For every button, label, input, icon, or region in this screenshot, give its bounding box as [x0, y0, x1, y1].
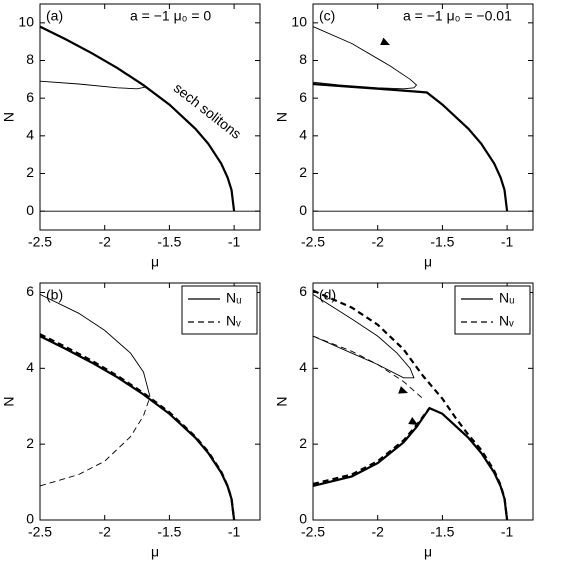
x-tick-label: -2.5 — [28, 234, 52, 250]
legend-label: Nᵤ — [226, 290, 241, 306]
x-tick-label: -2.5 — [301, 234, 325, 250]
x-tick-label: -1 — [501, 524, 514, 540]
y-tick-label: 0 — [26, 202, 34, 218]
y-axis-label: N — [1, 396, 17, 406]
y-tick-label: 10 — [18, 14, 34, 30]
x-axis-label: μ — [151, 544, 159, 560]
x-tick-label: -2 — [371, 524, 384, 540]
axes-box — [39, 282, 261, 521]
x-tick-label: -1.5 — [157, 524, 181, 540]
curve — [39, 335, 236, 521]
y-tick-label: 8 — [299, 51, 307, 67]
curve — [312, 294, 415, 379]
y-axis-label: N — [1, 112, 17, 122]
y-tick-label: 4 — [299, 359, 307, 375]
x-axis-label: μ — [424, 254, 432, 270]
axes-box — [39, 3, 261, 231]
x-tick-label: -2.5 — [301, 524, 325, 540]
panel-title: a = −1 μ₀ = 0 — [130, 8, 211, 24]
y-axis-label: N — [274, 396, 290, 406]
panel-label: (c) — [319, 8, 335, 24]
y-tick-label: 4 — [26, 359, 34, 375]
legend-box — [181, 285, 258, 335]
panel-label: (b) — [46, 287, 63, 303]
x-axis-label: μ — [424, 544, 432, 560]
curve-annotation: sech solitons — [171, 80, 245, 142]
y-tick-label: 2 — [26, 164, 34, 180]
curve — [39, 396, 151, 487]
legend-label: Nᵥ — [226, 313, 241, 329]
x-tick-label: -2 — [98, 524, 111, 540]
curve — [312, 335, 424, 400]
arrow-head — [380, 37, 390, 45]
x-tick-label: -1.5 — [430, 524, 454, 540]
x-tick-label: -1.5 — [157, 234, 181, 250]
curve — [312, 82, 509, 212]
arrow-head — [408, 417, 418, 425]
legend-box — [454, 285, 531, 335]
curve — [39, 333, 236, 521]
y-tick-label: 0 — [26, 511, 34, 527]
y-tick-label: 6 — [26, 89, 34, 105]
y-tick-label: 2 — [299, 435, 307, 451]
x-axis-label: μ — [151, 254, 159, 270]
panel-label: (a) — [46, 8, 63, 24]
panel-title: a = −1 μ₀ = −0.01 — [403, 8, 512, 24]
x-tick-label: -2.5 — [28, 524, 52, 540]
curve — [39, 80, 147, 90]
panel-label: (d) — [319, 287, 336, 303]
curve — [312, 26, 418, 90]
y-tick-label: 2 — [26, 435, 34, 451]
y-axis-label: N — [274, 112, 290, 122]
y-tick-label: 4 — [299, 127, 307, 143]
arrow-head — [398, 386, 408, 394]
curve — [312, 289, 509, 521]
y-tick-label: 8 — [26, 51, 34, 67]
curve — [39, 293, 151, 397]
curve — [39, 25, 236, 212]
x-tick-label: -1.5 — [430, 234, 454, 250]
x-tick-label: -2 — [98, 234, 111, 250]
y-tick-label: 6 — [299, 89, 307, 105]
legend-label: Nᵤ — [499, 290, 514, 306]
y-tick-label: 10 — [291, 14, 307, 30]
y-tick-label: 0 — [299, 511, 307, 527]
curve — [312, 407, 431, 486]
x-tick-label: -1 — [228, 524, 241, 540]
legend-label: Nᵥ — [499, 313, 514, 329]
x-tick-label: -2 — [371, 234, 384, 250]
y-tick-label: 2 — [299, 164, 307, 180]
x-tick-label: -1 — [228, 234, 241, 250]
y-tick-label: 6 — [26, 283, 34, 299]
y-tick-label: 0 — [299, 202, 307, 218]
curve — [312, 406, 509, 521]
axes-box — [312, 282, 534, 521]
y-tick-label: 4 — [26, 127, 34, 143]
x-tick-label: -1 — [501, 234, 514, 250]
axes-box — [312, 3, 534, 231]
y-tick-label: 6 — [299, 283, 307, 299]
